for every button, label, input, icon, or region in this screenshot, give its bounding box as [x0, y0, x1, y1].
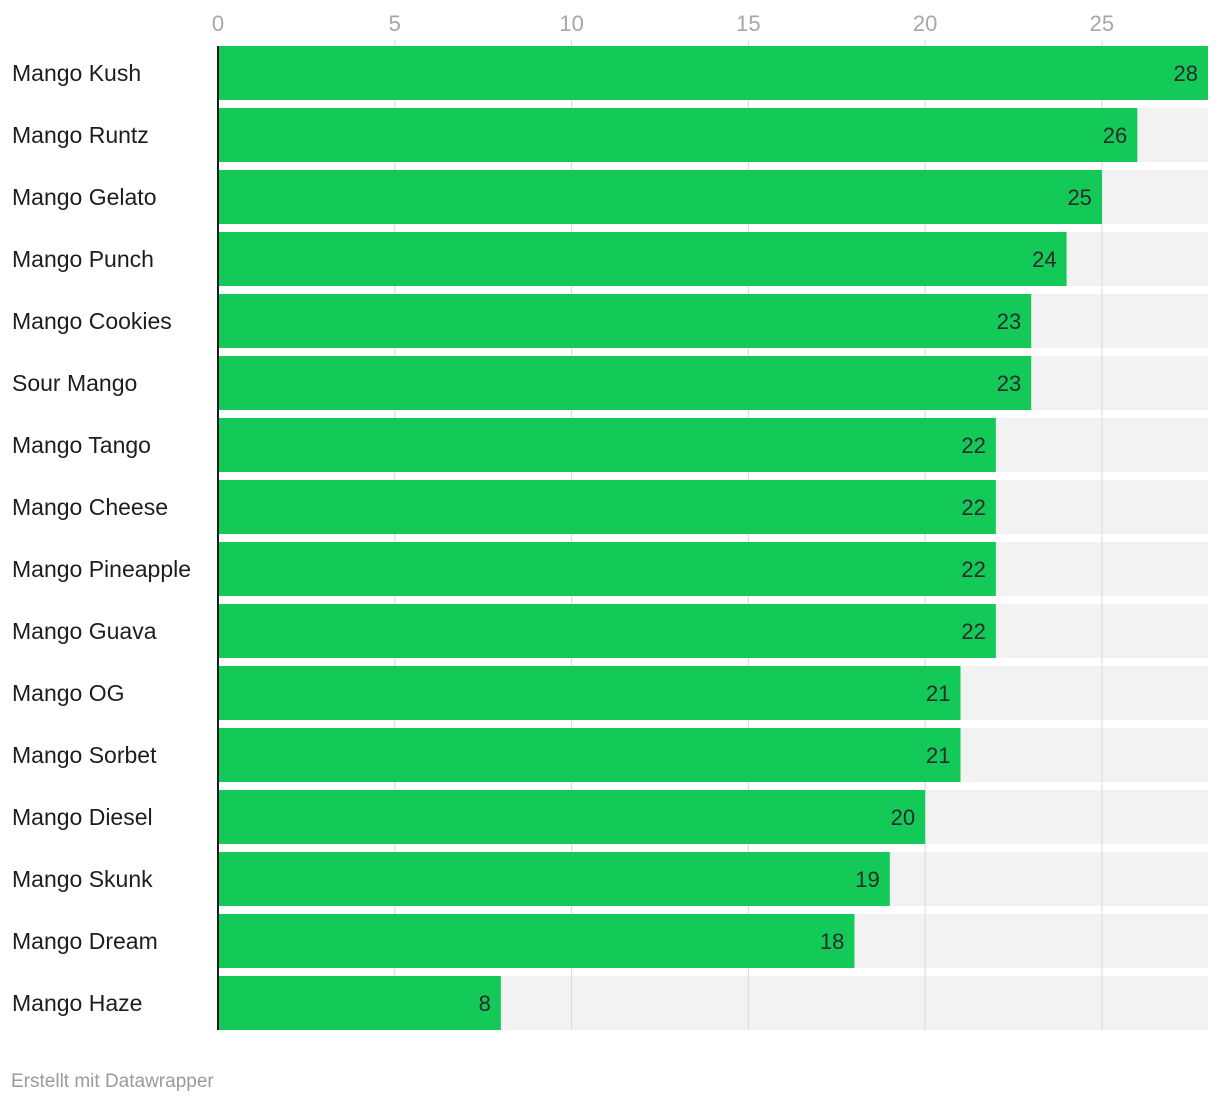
category-label: Mango Kush	[12, 60, 141, 86]
value-label: 26	[1103, 123, 1127, 148]
bar	[218, 728, 961, 782]
category-label: Mango Gelato	[12, 184, 156, 210]
value-label: 22	[961, 433, 985, 458]
value-label: 22	[961, 495, 985, 520]
bar	[218, 418, 996, 472]
bar-chart: 0 5 10 15 20 25 Mango Kush 28 Mango Runtz 26 Mango…	[12, 11, 1208, 1030]
value-label: 8	[479, 991, 491, 1016]
bar	[218, 294, 1032, 348]
bar	[218, 46, 1208, 100]
value-label: 21	[926, 743, 950, 768]
bar	[218, 170, 1102, 224]
category-label: Mango Skunk	[12, 866, 153, 892]
bar	[218, 666, 961, 720]
category-label: Mango Sorbet	[12, 742, 157, 768]
x-tick-label: 5	[389, 11, 401, 36]
value-label: 23	[997, 371, 1021, 396]
bar	[218, 542, 996, 596]
bar	[218, 790, 926, 844]
category-label: Mango OG	[12, 680, 125, 706]
bar	[218, 356, 1032, 410]
category-label: Mango Punch	[12, 246, 154, 272]
bar	[218, 480, 996, 534]
category-label: Sour Mango	[12, 370, 137, 396]
value-label: 23	[997, 309, 1021, 334]
category-label: Mango Cookies	[12, 308, 172, 334]
value-label: 20	[891, 805, 915, 830]
x-tick-label: 20	[913, 11, 937, 36]
category-label: Mango Diesel	[12, 804, 153, 830]
x-tick-label: 0	[212, 11, 224, 36]
bar	[218, 232, 1067, 286]
x-tick-label: 25	[1090, 11, 1114, 36]
bar	[218, 976, 501, 1030]
value-label: 22	[961, 557, 985, 582]
category-label: Mango Guava	[12, 618, 157, 644]
value-label: 19	[855, 867, 879, 892]
category-label: Mango Cheese	[12, 494, 168, 520]
value-label: 21	[926, 681, 950, 706]
bar	[218, 604, 996, 658]
credit-text: Erstellt mit Datawrapper	[11, 1071, 214, 1092]
value-label: 24	[1032, 247, 1056, 272]
bar	[218, 852, 890, 906]
value-label: 18	[820, 929, 844, 954]
bar	[218, 108, 1138, 162]
value-label: 22	[961, 619, 985, 644]
category-label: Mango Runtz	[12, 122, 149, 148]
value-label: 28	[1174, 61, 1198, 86]
category-label: Mango Dream	[12, 928, 158, 954]
category-label: Mango Tango	[12, 432, 151, 458]
value-label: 25	[1067, 185, 1091, 210]
x-tick-label: 15	[736, 11, 760, 36]
x-tick-label: 10	[559, 11, 583, 36]
bar	[218, 914, 855, 968]
category-label: Mango Haze	[12, 990, 142, 1016]
category-label: Mango Pineapple	[12, 556, 191, 582]
